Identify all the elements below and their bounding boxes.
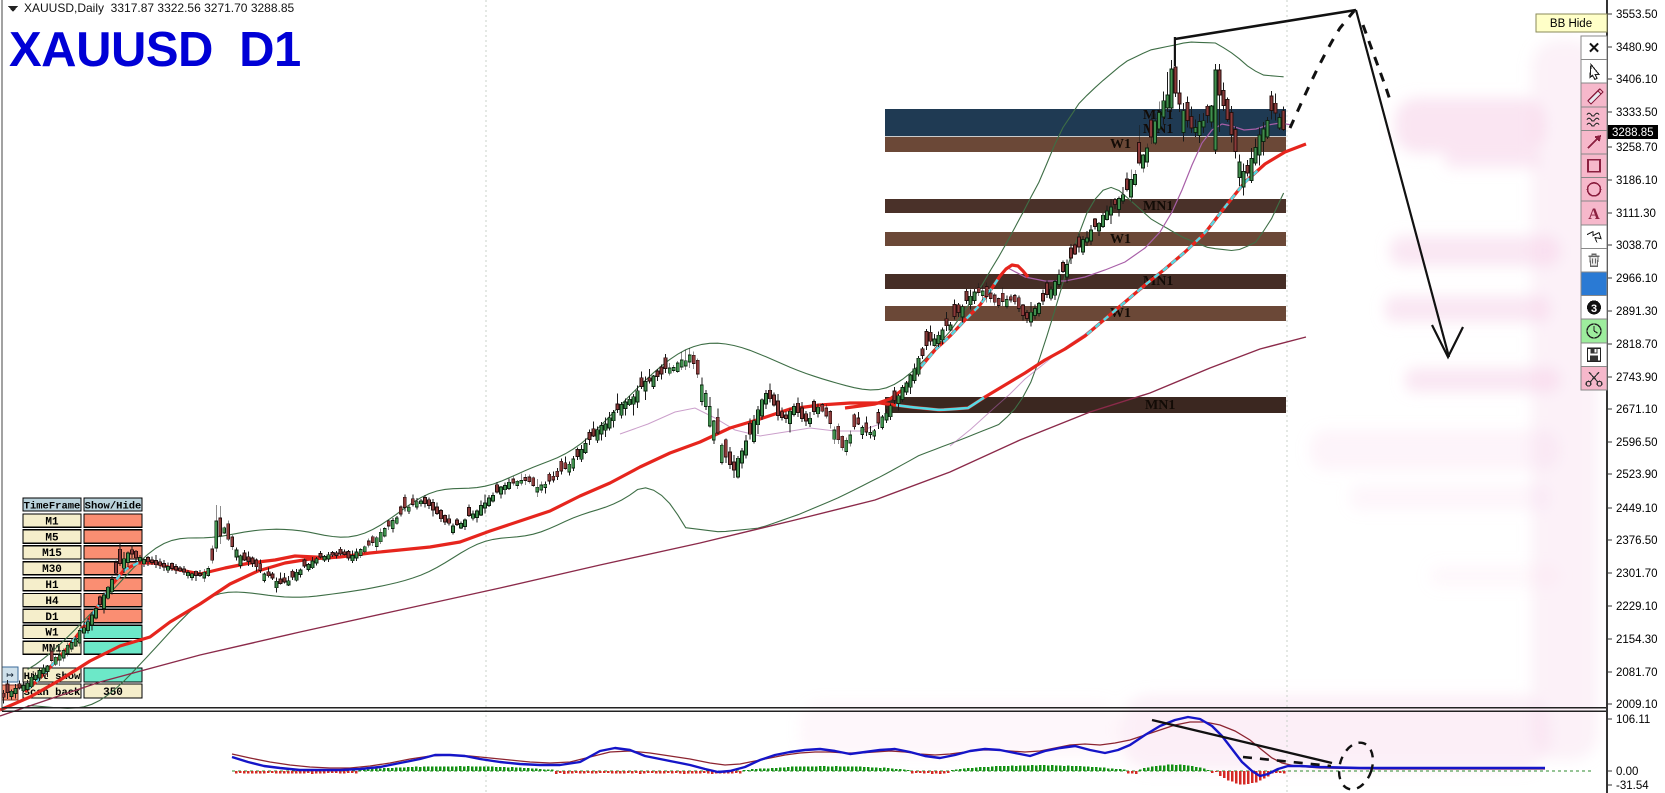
svg-text:3480.90: 3480.90 — [1616, 42, 1658, 54]
svg-text:M5: M5 — [45, 532, 59, 544]
svg-text:H1: H1 — [45, 580, 59, 592]
svg-text:350: 350 — [103, 687, 123, 699]
svg-text:2596.50: 2596.50 — [1616, 437, 1658, 449]
svg-text:XAUUSD D1: XAUUSD D1 — [9, 23, 301, 77]
svg-text:3288.85: 3288.85 — [1612, 127, 1654, 139]
svg-text:3: 3 — [1591, 303, 1597, 315]
svg-text:3111.30: 3111.30 — [1616, 208, 1656, 220]
svg-text:M15: M15 — [42, 548, 62, 560]
svg-text:3406.10: 3406.10 — [1616, 74, 1658, 86]
svg-text:M1: M1 — [45, 516, 59, 528]
svg-text:BB Hide: BB Hide — [1550, 18, 1592, 30]
svg-text:2229.10: 2229.10 — [1616, 601, 1658, 613]
svg-text:3553.50: 3553.50 — [1616, 9, 1658, 21]
svg-text:XAUUSD,Daily 3317.87 3322.56: XAUUSD,Daily 3317.87 3322.56 3271.70 328… — [24, 1, 295, 15]
svg-text:MN1: MN1 — [1145, 398, 1175, 413]
svg-text:2376.50: 2376.50 — [1616, 535, 1658, 547]
svg-text:-31.54: -31.54 — [1616, 780, 1649, 792]
svg-text:2301.70: 2301.70 — [1616, 568, 1658, 580]
svg-text:A: A — [1588, 206, 1600, 223]
svg-text:3186.10: 3186.10 — [1616, 175, 1658, 187]
svg-text:106.11: 106.11 — [1616, 714, 1650, 726]
svg-text:2009.10: 2009.10 — [1616, 699, 1658, 711]
svg-text:M30: M30 — [42, 564, 62, 576]
svg-text:MN1: MN1 — [1143, 274, 1173, 289]
svg-text:↦: ↦ — [6, 670, 14, 680]
svg-text:3333.50: 3333.50 — [1616, 107, 1658, 119]
svg-text:H4: H4 — [45, 596, 59, 608]
svg-text:Show/Hide: Show/Hide — [85, 500, 142, 512]
svg-text:0.00: 0.00 — [1616, 766, 1638, 778]
svg-text:D1: D1 — [45, 612, 59, 624]
svg-text:2154.30: 2154.30 — [1616, 634, 1658, 646]
svg-text:W1: W1 — [1110, 137, 1131, 152]
svg-text:2449.10: 2449.10 — [1616, 503, 1658, 515]
svg-text:W1: W1 — [1110, 232, 1131, 247]
svg-text:TimeFrame: TimeFrame — [24, 500, 81, 512]
svg-text:2671.10: 2671.10 — [1616, 404, 1658, 416]
svg-text:2081.70: 2081.70 — [1616, 667, 1658, 679]
svg-text:2523.90: 2523.90 — [1616, 469, 1658, 481]
svg-text:2818.70: 2818.70 — [1616, 339, 1658, 351]
svg-text:W1: W1 — [45, 628, 59, 640]
svg-text:2891.30: 2891.30 — [1616, 306, 1658, 318]
svg-text:Scan back: Scan back — [24, 687, 81, 699]
svg-text:MN1: MN1 — [1143, 199, 1173, 214]
svg-text:2743.90: 2743.90 — [1616, 372, 1658, 384]
svg-text:2966.10: 2966.10 — [1616, 273, 1658, 285]
svg-text:3258.70: 3258.70 — [1616, 142, 1658, 154]
svg-text:3038.70: 3038.70 — [1616, 240, 1658, 252]
svg-text:✕: ✕ — [1588, 40, 1601, 57]
